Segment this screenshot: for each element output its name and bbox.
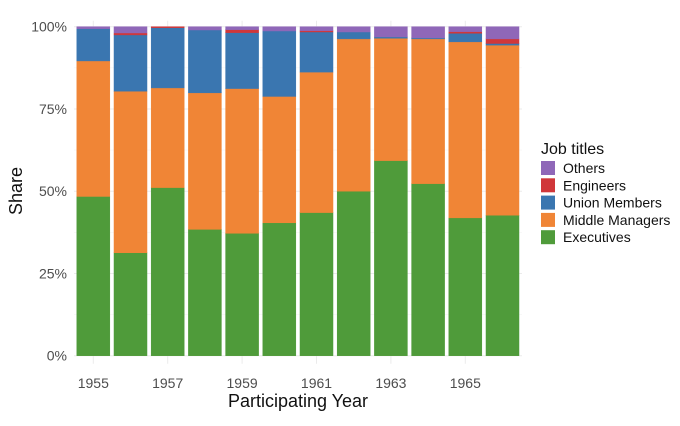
bar-segment-others: [448, 26, 483, 32]
legend-item: Union Members: [541, 195, 662, 211]
bar-segment-engineers: [225, 29, 259, 33]
x-tick-label: 1965: [450, 375, 481, 391]
bar-segment-middle-managers: [225, 88, 259, 234]
y-axis-title: Share: [6, 167, 26, 215]
bar-segment-middle-managers: [150, 87, 185, 188]
y-tick-label: 100%: [31, 19, 67, 35]
bar-1966: [485, 26, 520, 356]
x-tick-label: 1961: [301, 375, 332, 391]
bar-segment-middle-managers: [411, 38, 445, 184]
x-tick-label: 1963: [375, 375, 406, 391]
legend-item: Engineers: [541, 177, 626, 193]
legend-title: Job titles: [541, 141, 604, 158]
legend-item: Executives: [541, 229, 631, 245]
legend-swatch: [541, 178, 555, 193]
bar-segment-executives: [411, 183, 445, 356]
bar-segment-union-members: [225, 32, 259, 89]
bar-1957: [150, 26, 185, 356]
bar-segment-executives: [225, 233, 259, 356]
y-axis-ticks: 0% 25% 50% 75% 100%: [31, 19, 67, 364]
y-tick-label: 25%: [39, 265, 67, 281]
bar-segment-union-members: [113, 34, 148, 92]
bar-1955: [76, 26, 111, 356]
legend-label: Engineers: [563, 177, 626, 193]
legend-swatch: [541, 212, 555, 227]
bar-segment-others: [225, 26, 259, 30]
bar-1958: [188, 26, 222, 356]
bar-1961: [299, 26, 334, 356]
bar-segment-engineers: [113, 32, 148, 36]
bar-segment-middle-managers: [76, 60, 111, 197]
bar-1965: [448, 26, 483, 356]
bar-segment-executives: [76, 196, 111, 356]
bar-segment-union-members: [76, 28, 111, 62]
bar-segment-others: [188, 26, 222, 31]
bar-segment-executives: [336, 190, 371, 356]
bar-segment-executives: [299, 212, 334, 356]
bar-1960: [262, 26, 297, 356]
bar-segment-union-members: [336, 31, 371, 40]
legend-item: Others: [541, 160, 605, 176]
bar-segment-union-members: [150, 27, 185, 89]
bar-1962: [336, 26, 371, 356]
legend-swatch: [541, 230, 555, 245]
bar-segment-engineers: [150, 26, 185, 28]
bar-segment-executives: [262, 222, 297, 356]
bar-segment-middle-managers: [374, 37, 408, 161]
bar-1959: [225, 26, 259, 356]
bar-segment-middle-managers: [188, 92, 222, 230]
bar-segment-executives: [448, 217, 483, 356]
bar-segment-executives: [374, 160, 408, 356]
bar-segment-middle-managers: [336, 38, 371, 192]
bar-segment-executives: [113, 252, 148, 356]
y-tick-label: 50%: [39, 183, 67, 199]
bar-segment-others: [113, 26, 148, 34]
y-tick-label: 0%: [47, 348, 67, 364]
bar-segment-engineers: [485, 38, 520, 44]
bar-segment-others: [411, 26, 445, 39]
x-axis-title: Participating Year: [228, 391, 368, 411]
bar-segment-others: [336, 26, 371, 33]
bar-segment-others: [76, 26, 111, 29]
bar-segment-middle-managers: [299, 71, 334, 213]
bar-segment-union-members: [262, 30, 297, 97]
legend-label: Union Members: [563, 195, 662, 211]
legend-swatch: [541, 161, 555, 175]
legend-label: Executives: [563, 229, 631, 245]
legend-label: Middle Managers: [563, 212, 670, 228]
bar-segment-middle-managers: [113, 90, 148, 253]
bars: [76, 26, 520, 356]
bar-segment-executives: [188, 229, 222, 356]
legend-label: Others: [563, 160, 605, 176]
y-tick-label: 75%: [39, 101, 67, 117]
legend-swatch: [541, 195, 555, 210]
bar-segment-others: [485, 26, 520, 40]
bar-segment-middle-managers: [262, 96, 297, 224]
bar-segment-others: [299, 26, 334, 31]
x-tick-label: 1957: [152, 375, 183, 391]
bar-segment-executives: [150, 187, 185, 356]
bar-segment-others: [374, 26, 408, 38]
bar-segment-executives: [485, 214, 520, 356]
bar-segment-middle-managers: [448, 41, 483, 219]
bar-segment-others: [262, 26, 297, 32]
bar-1964: [411, 26, 445, 356]
x-tick-label: 1955: [78, 375, 109, 391]
legend-item: Middle Managers: [541, 212, 670, 228]
bar-segment-union-members: [448, 33, 483, 43]
bar-segment-union-members: [299, 31, 334, 73]
x-tick-label: 1959: [227, 375, 258, 391]
bar-segment-union-members: [188, 29, 222, 94]
bar-1963: [374, 26, 408, 356]
x-axis-ticks: 1955 1957 1959 1961 1963 1965: [78, 375, 481, 391]
bar-1956: [113, 26, 148, 356]
bar-segment-middle-managers: [485, 44, 520, 216]
